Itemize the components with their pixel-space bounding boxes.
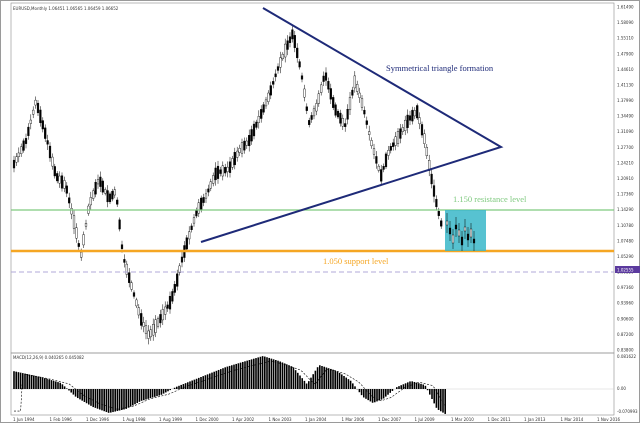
- price-axis: 1.61490 1.58090 1.55110 1.47900 1.44610 1.411…: [617, 5, 634, 353]
- time-axis-label: 1 Mar 2014: [561, 417, 584, 422]
- time-axis-label: 1 Jan 2013: [524, 417, 546, 422]
- time-axis-label: 1 Aug 1999: [159, 417, 183, 422]
- support-annotation: 1.050 support level: [323, 256, 389, 266]
- time-axis-label: 1 Mar 2010: [451, 417, 474, 422]
- price-axis-label: 1.44610: [617, 67, 634, 72]
- price-axis-label: 1.55110: [617, 36, 634, 41]
- price-axis-label: 0.87200: [617, 332, 634, 337]
- time-axis-label: 1 Feb 1996: [50, 417, 73, 422]
- price-axis-label: 1.20910: [617, 176, 634, 181]
- time-axis-label: 1 Jun 1994: [13, 417, 35, 422]
- price-axis-label: 0.97360: [617, 285, 634, 290]
- time-axis-label: 1 Dec 2000: [196, 417, 219, 422]
- time-axis-label: 1 Dec 2011: [488, 417, 511, 422]
- price-axis-label: 1.34490: [617, 114, 634, 119]
- resistance-annotation: 1.150 resistance level: [453, 194, 527, 204]
- price-axis-label: 1.14290: [617, 207, 634, 212]
- macd-axis: 0.081622 0.00 -0.070993: [617, 354, 638, 414]
- macd-histogram: [13, 356, 446, 414]
- time-axis-label: 1 Nov 2016: [597, 417, 621, 422]
- price-axis-label: 1.10780: [617, 223, 634, 228]
- time-axis: 1 Jun 1994 1 Feb 1996 1 Dec 1996 1 Aug 1998…: [13, 417, 621, 422]
- price-axis-label: 0.93960: [617, 301, 634, 306]
- time-axis-label: 1 Aug 1998: [123, 417, 147, 422]
- price-axis-label: 1.05290: [617, 254, 634, 259]
- price-axis-label: 1.17360: [617, 192, 634, 197]
- price-axis-label: 1.31090: [617, 129, 634, 134]
- price-axis-label: 1.07480: [617, 238, 634, 243]
- window-title: EURUSD,Monthly 1.06451 1.06565 1.06459 1…: [13, 6, 119, 11]
- time-axis-label: 1 Nov 2003: [269, 417, 293, 422]
- time-axis-label: 1 Apr 2002: [232, 417, 255, 422]
- price-axis-label: 1.47900: [617, 51, 634, 56]
- price-axis-label: 1.41130: [617, 82, 634, 87]
- time-axis-label: 1 Dec 2007: [378, 417, 401, 422]
- price-axis-label: 1.58090: [617, 20, 634, 25]
- macd-axis-label: -0.070993: [617, 409, 638, 414]
- time-axis-label: 1 Jan 2004: [305, 417, 327, 422]
- price-axis-label: 0.90600: [617, 316, 634, 321]
- price-axis-label: 1.24210: [617, 160, 634, 165]
- price-axis-label: 0.83800: [617, 348, 634, 353]
- price-axis-label: 1.61490: [617, 5, 634, 10]
- time-axis-label: 1 Jul 2009: [415, 417, 436, 422]
- macd-title: MACD(12,26,9) 0.040265 0.045082: [13, 355, 85, 360]
- price-axis-label: 1.27700: [617, 145, 634, 150]
- time-axis-label: 1 Dec 1996: [86, 417, 109, 422]
- macd-axis-label: 0.081622: [617, 354, 637, 359]
- current-price-label: 1.02555: [617, 268, 634, 273]
- price-axis-label: 1.37990: [617, 98, 634, 103]
- macd-axis-label: 0.00: [617, 386, 626, 391]
- triangle-annotation: Symmetrical triangle formation: [386, 63, 494, 73]
- time-axis-label: 1 Mar 2006: [342, 417, 365, 422]
- triangle-lines: [201, 8, 501, 242]
